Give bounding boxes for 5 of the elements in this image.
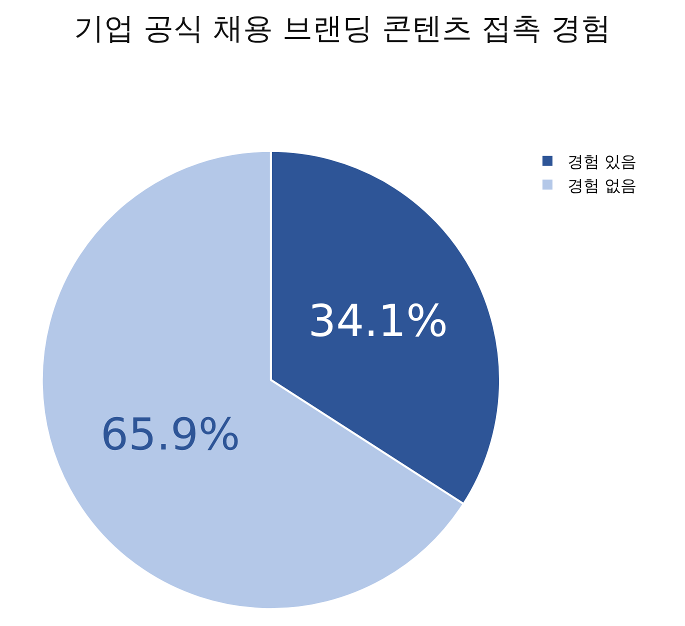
data-label: 34.1% [308,296,448,348]
legend-label: 경험 있음 [567,152,637,172]
data-label: 65.9% [100,409,240,460]
chart-title: 기업 공식 채용 브랜딩 콘텐츠 접촉 경험 [74,12,612,47]
legend-label: 경험 없음 [567,176,637,195]
